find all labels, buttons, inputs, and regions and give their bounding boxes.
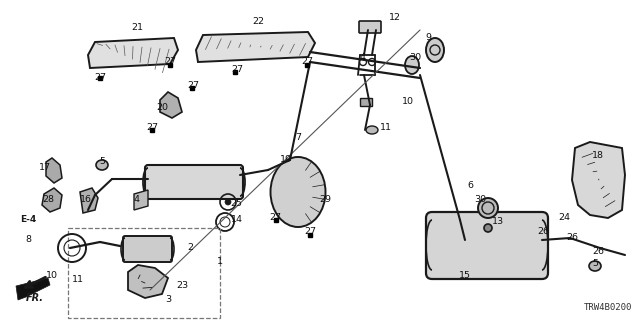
- Text: 20: 20: [156, 103, 168, 113]
- Text: 24: 24: [558, 213, 570, 222]
- Text: 11: 11: [380, 124, 392, 132]
- Ellipse shape: [484, 224, 492, 232]
- Text: 6: 6: [467, 181, 473, 190]
- Ellipse shape: [271, 157, 326, 227]
- Text: E-4: E-4: [20, 215, 36, 225]
- FancyBboxPatch shape: [123, 236, 172, 262]
- Bar: [68, 228, 220, 318]
- Ellipse shape: [478, 198, 498, 218]
- Text: 15: 15: [459, 270, 471, 279]
- Text: 19: 19: [280, 156, 292, 164]
- Text: 13: 13: [492, 218, 504, 227]
- Text: 22: 22: [252, 18, 264, 27]
- Ellipse shape: [405, 56, 419, 74]
- Text: 17: 17: [39, 164, 51, 172]
- Ellipse shape: [366, 126, 378, 134]
- Bar: [360, 98, 372, 106]
- Text: 27: 27: [146, 124, 158, 132]
- Text: 26: 26: [592, 247, 604, 257]
- FancyBboxPatch shape: [145, 165, 243, 199]
- Ellipse shape: [96, 160, 108, 170]
- Text: 14: 14: [231, 215, 243, 225]
- Polygon shape: [16, 278, 50, 300]
- Text: 23: 23: [176, 281, 188, 290]
- Text: 5: 5: [99, 157, 105, 166]
- Polygon shape: [80, 188, 98, 213]
- Text: 27: 27: [94, 74, 106, 83]
- Ellipse shape: [589, 261, 601, 271]
- Text: 1: 1: [217, 258, 223, 267]
- Polygon shape: [46, 158, 62, 183]
- Text: 2: 2: [187, 244, 193, 252]
- Ellipse shape: [426, 38, 444, 62]
- Text: 10: 10: [46, 271, 58, 281]
- Text: 4: 4: [133, 196, 139, 204]
- Text: 26: 26: [566, 234, 578, 243]
- Text: 27: 27: [187, 81, 199, 90]
- Text: 3: 3: [165, 295, 171, 305]
- Circle shape: [225, 199, 231, 205]
- Text: 21: 21: [131, 23, 143, 33]
- Polygon shape: [42, 188, 62, 212]
- Polygon shape: [128, 265, 168, 298]
- Polygon shape: [88, 38, 178, 68]
- Polygon shape: [160, 92, 182, 118]
- Text: 27: 27: [269, 213, 281, 222]
- Text: 26: 26: [537, 228, 549, 236]
- Text: 25: 25: [230, 198, 242, 207]
- Text: 11: 11: [72, 276, 84, 284]
- Text: 7: 7: [295, 133, 301, 142]
- Text: 27: 27: [301, 58, 313, 67]
- Text: 9: 9: [425, 34, 431, 43]
- Text: 29: 29: [319, 196, 331, 204]
- Text: 4: 4: [359, 53, 365, 62]
- Text: 27: 27: [304, 228, 316, 236]
- Text: TRW4B0200: TRW4B0200: [584, 303, 632, 312]
- Text: FR.: FR.: [26, 293, 44, 303]
- Text: 10: 10: [402, 98, 414, 107]
- Polygon shape: [196, 32, 315, 62]
- Polygon shape: [134, 190, 148, 210]
- Text: 30: 30: [474, 196, 486, 204]
- Text: 28: 28: [42, 196, 54, 204]
- Text: 5: 5: [592, 260, 598, 268]
- Text: 27: 27: [164, 58, 176, 67]
- Text: 18: 18: [592, 150, 604, 159]
- Text: 8: 8: [25, 236, 31, 244]
- Text: 16: 16: [80, 196, 92, 204]
- FancyBboxPatch shape: [426, 212, 548, 279]
- Text: 30: 30: [409, 53, 421, 62]
- FancyBboxPatch shape: [359, 21, 381, 33]
- Text: 12: 12: [389, 13, 401, 22]
- Text: 27: 27: [231, 66, 243, 75]
- Polygon shape: [572, 142, 625, 218]
